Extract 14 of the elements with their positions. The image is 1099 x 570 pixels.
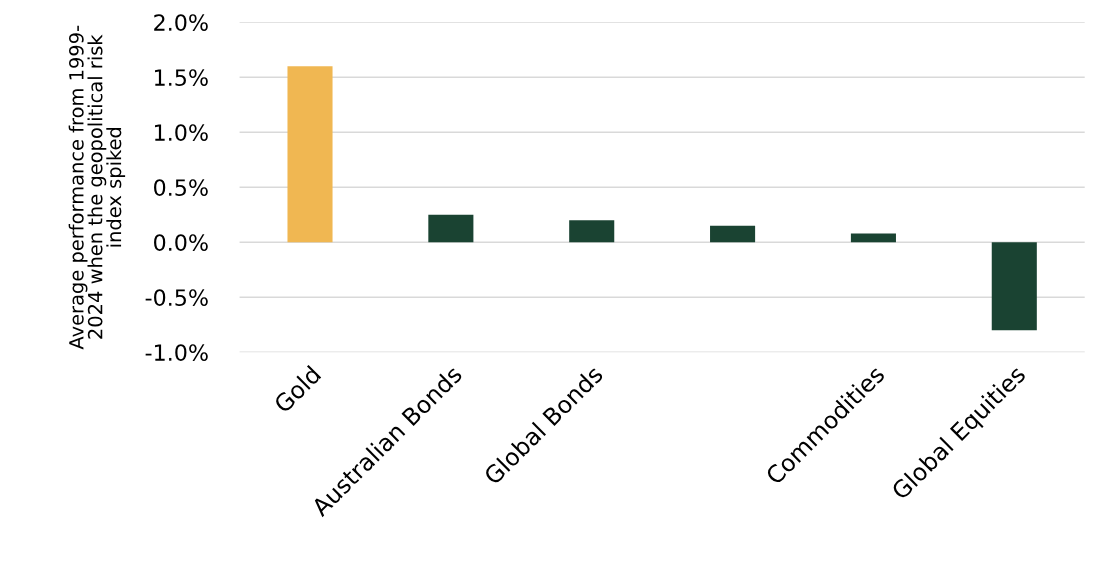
y-tick-label: -1.0% bbox=[145, 344, 208, 362]
y-tick-label: 1.0% bbox=[155, 124, 208, 141]
y-tick-label: 0.5% bbox=[154, 179, 208, 196]
y-axis-title: Average performance from 1999- 2024 when the geopolitical risk index spiked bbox=[68, 25, 126, 350]
y-tick-label: -0.5% bbox=[145, 289, 208, 307]
bar bbox=[991, 242, 1037, 331]
bar bbox=[428, 214, 474, 243]
y-tick-label: 1.5% bbox=[155, 69, 208, 86]
bar bbox=[287, 66, 333, 243]
y-tick-label: 0.0% bbox=[154, 234, 208, 252]
bar bbox=[569, 220, 615, 243]
bar bbox=[850, 233, 896, 243]
bar bbox=[710, 225, 756, 243]
y-tick-label: 2.0% bbox=[154, 14, 208, 31]
